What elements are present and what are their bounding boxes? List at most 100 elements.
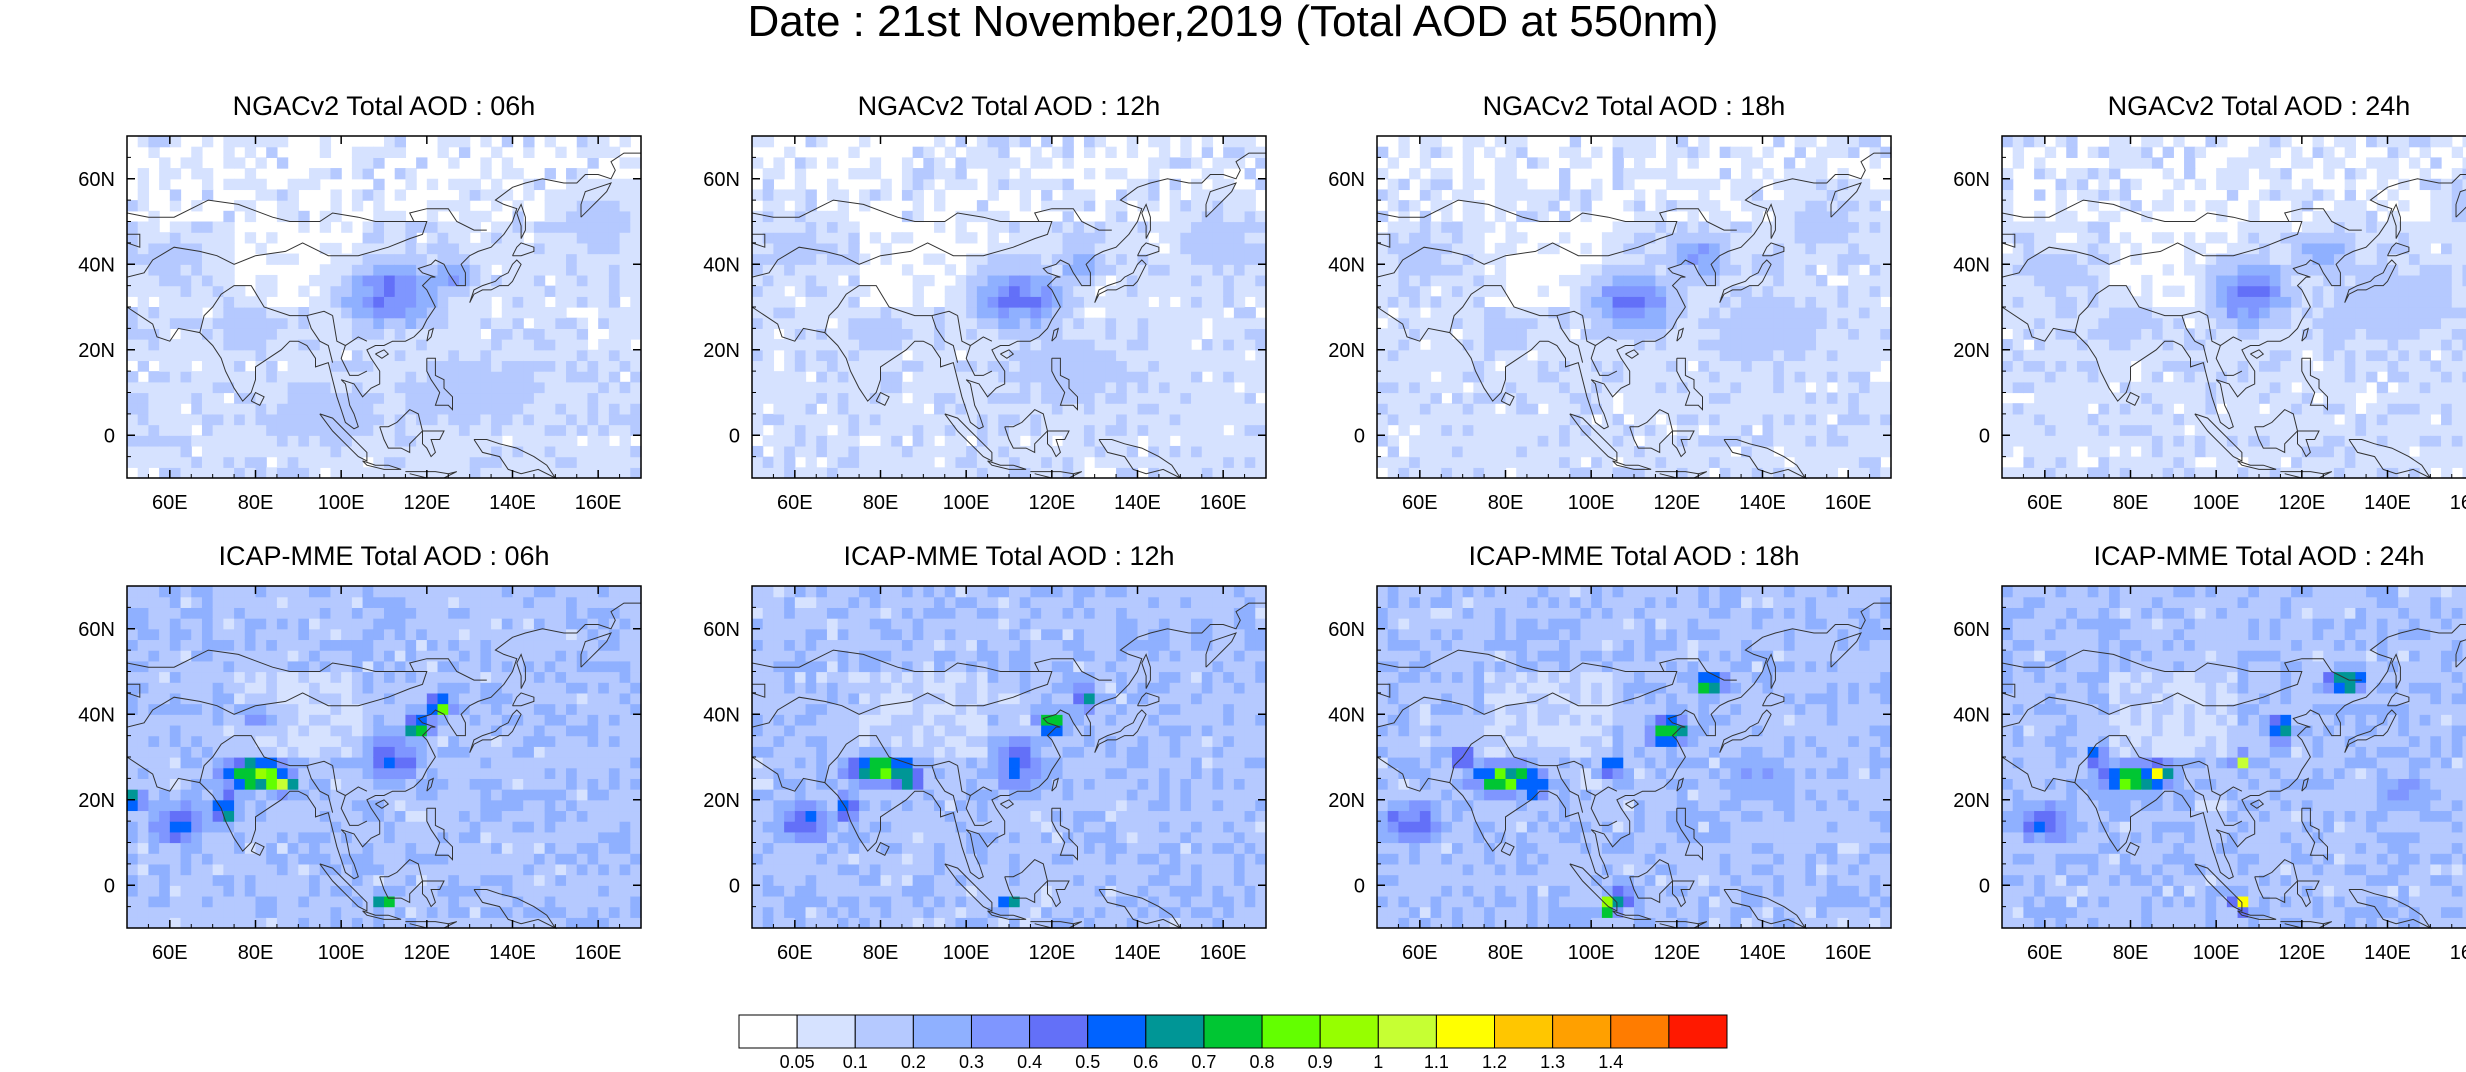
aod-cell (587, 222, 598, 233)
aod-cell (763, 382, 774, 393)
aod-cell (1377, 435, 1388, 446)
aod-cell (330, 200, 341, 211)
aod-cell (245, 457, 256, 468)
aod-cell (2066, 136, 2077, 147)
aod-cell (2355, 307, 2366, 318)
aod-cell (630, 382, 641, 393)
aod-cell (127, 264, 138, 275)
aod-cell (2131, 382, 2142, 393)
aod-cell (2259, 275, 2270, 286)
aod-cell (859, 189, 870, 200)
aod-cell (2141, 147, 2152, 158)
aod-cell (2088, 264, 2099, 275)
aod-cell (1570, 371, 1581, 382)
aod-cell (1212, 168, 1223, 179)
aod-cell (1138, 222, 1149, 233)
aod-cell (1084, 360, 1095, 371)
aod-cell (502, 232, 513, 243)
aod-cell (1538, 467, 1549, 478)
aod-cell (1255, 414, 1266, 425)
aod-cell (1159, 393, 1170, 404)
aod-cell (1441, 275, 1452, 286)
aod-cell (2163, 147, 2174, 158)
aod-cell (448, 382, 459, 393)
aod-cell (427, 200, 438, 211)
aod-cell (598, 457, 609, 468)
aod-cell (1805, 222, 1816, 233)
aod-cell (913, 425, 924, 436)
aod-cell (491, 328, 502, 339)
aod-cell (266, 254, 277, 265)
aod-cell (945, 147, 956, 158)
aod-cell (902, 179, 913, 190)
aod-cell (1634, 157, 1645, 168)
aod-cell (795, 446, 806, 457)
aod-cell (298, 403, 309, 414)
aod-cell (1398, 296, 1409, 307)
aod-cell (1645, 457, 1656, 468)
aod-cell (1463, 168, 1474, 179)
aod-cell (1591, 457, 1602, 468)
aod-cell (977, 296, 988, 307)
aod-cell (2345, 382, 2356, 393)
aod-cell (2334, 275, 2345, 286)
aod-cell (784, 232, 795, 243)
aod-cell (2152, 136, 2163, 147)
aod-cell (598, 414, 609, 425)
aod-cell (2355, 254, 2366, 265)
aod-cell (2056, 467, 2067, 478)
aod-cell (191, 157, 202, 168)
aod-cell (2345, 179, 2356, 190)
aod-cell (288, 435, 299, 446)
aod-cell (1245, 446, 1256, 457)
aod-cell (2302, 467, 2313, 478)
aod-cell (859, 307, 870, 318)
aod-cell (2291, 243, 2302, 254)
aod-cell (2088, 467, 2099, 478)
aod-cell (1159, 350, 1170, 361)
aod-cell (480, 296, 491, 307)
aod-cell (806, 350, 817, 361)
aod-cell (859, 200, 870, 211)
aod-cell (170, 318, 181, 329)
aod-cell (838, 318, 849, 329)
aod-cell (1730, 371, 1741, 382)
aod-cell (534, 382, 545, 393)
aod-cell (427, 371, 438, 382)
aod-cell (2205, 136, 2216, 147)
aod-cell (2270, 243, 2281, 254)
aod-cell (1170, 446, 1181, 457)
aod-cell (773, 382, 784, 393)
aod-cell (1816, 403, 1827, 414)
aod-cell (2270, 382, 2281, 393)
aod-cell (2238, 296, 2249, 307)
aod-cell (2109, 243, 2120, 254)
aod-cell (1795, 393, 1806, 404)
aod-cell (630, 222, 641, 233)
aod-cell (2098, 232, 2109, 243)
aod-cell (448, 414, 459, 425)
aod-cell (1127, 296, 1138, 307)
aod-cell (913, 360, 924, 371)
aod-cell (384, 318, 395, 329)
aod-cell (1730, 382, 1741, 393)
aod-cell (806, 275, 817, 286)
aod-cell (138, 446, 149, 457)
aod-cell (1409, 360, 1420, 371)
aod-cell (1105, 371, 1116, 382)
aod-cell (816, 296, 827, 307)
aod-cell (891, 393, 902, 404)
aod-cell (1398, 382, 1409, 393)
x-tick-label: 100E (1568, 492, 1615, 514)
aod-cell (1180, 232, 1191, 243)
aod-cell (913, 179, 924, 190)
aod-cell (587, 157, 598, 168)
aod-cell (2056, 286, 2067, 297)
aod-cell (1463, 446, 1474, 457)
aod-cell (181, 467, 192, 478)
aod-cell (1645, 296, 1656, 307)
aod-cell (170, 425, 181, 436)
aod-cell (1795, 200, 1806, 211)
aod-cell (598, 243, 609, 254)
